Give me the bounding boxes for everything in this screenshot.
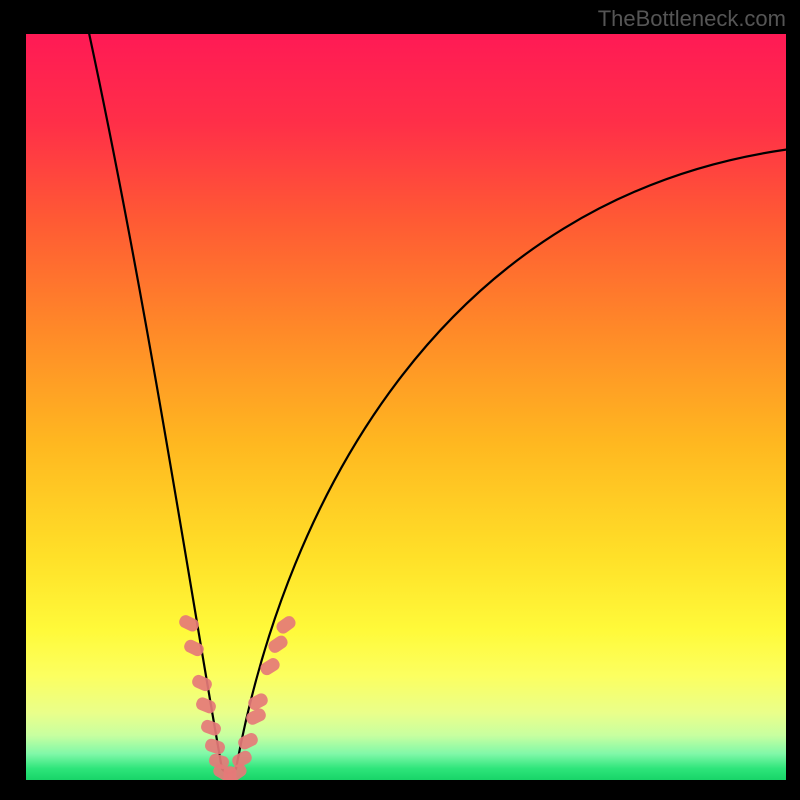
border-right bbox=[786, 0, 800, 800]
chart-container: TheBottleneck.com bbox=[0, 0, 800, 800]
marker bbox=[199, 718, 222, 737]
marker bbox=[194, 696, 217, 716]
marker bbox=[190, 673, 214, 693]
v-curve bbox=[86, 34, 786, 773]
plot-area bbox=[26, 34, 786, 780]
border-left bbox=[0, 0, 26, 800]
border-bottom bbox=[0, 780, 800, 800]
overlay-svg bbox=[26, 34, 786, 780]
watermark-label: TheBottleneck.com bbox=[598, 6, 786, 32]
marker bbox=[230, 749, 254, 770]
marker bbox=[274, 614, 298, 636]
marker-group bbox=[177, 613, 298, 780]
marker bbox=[203, 737, 226, 756]
